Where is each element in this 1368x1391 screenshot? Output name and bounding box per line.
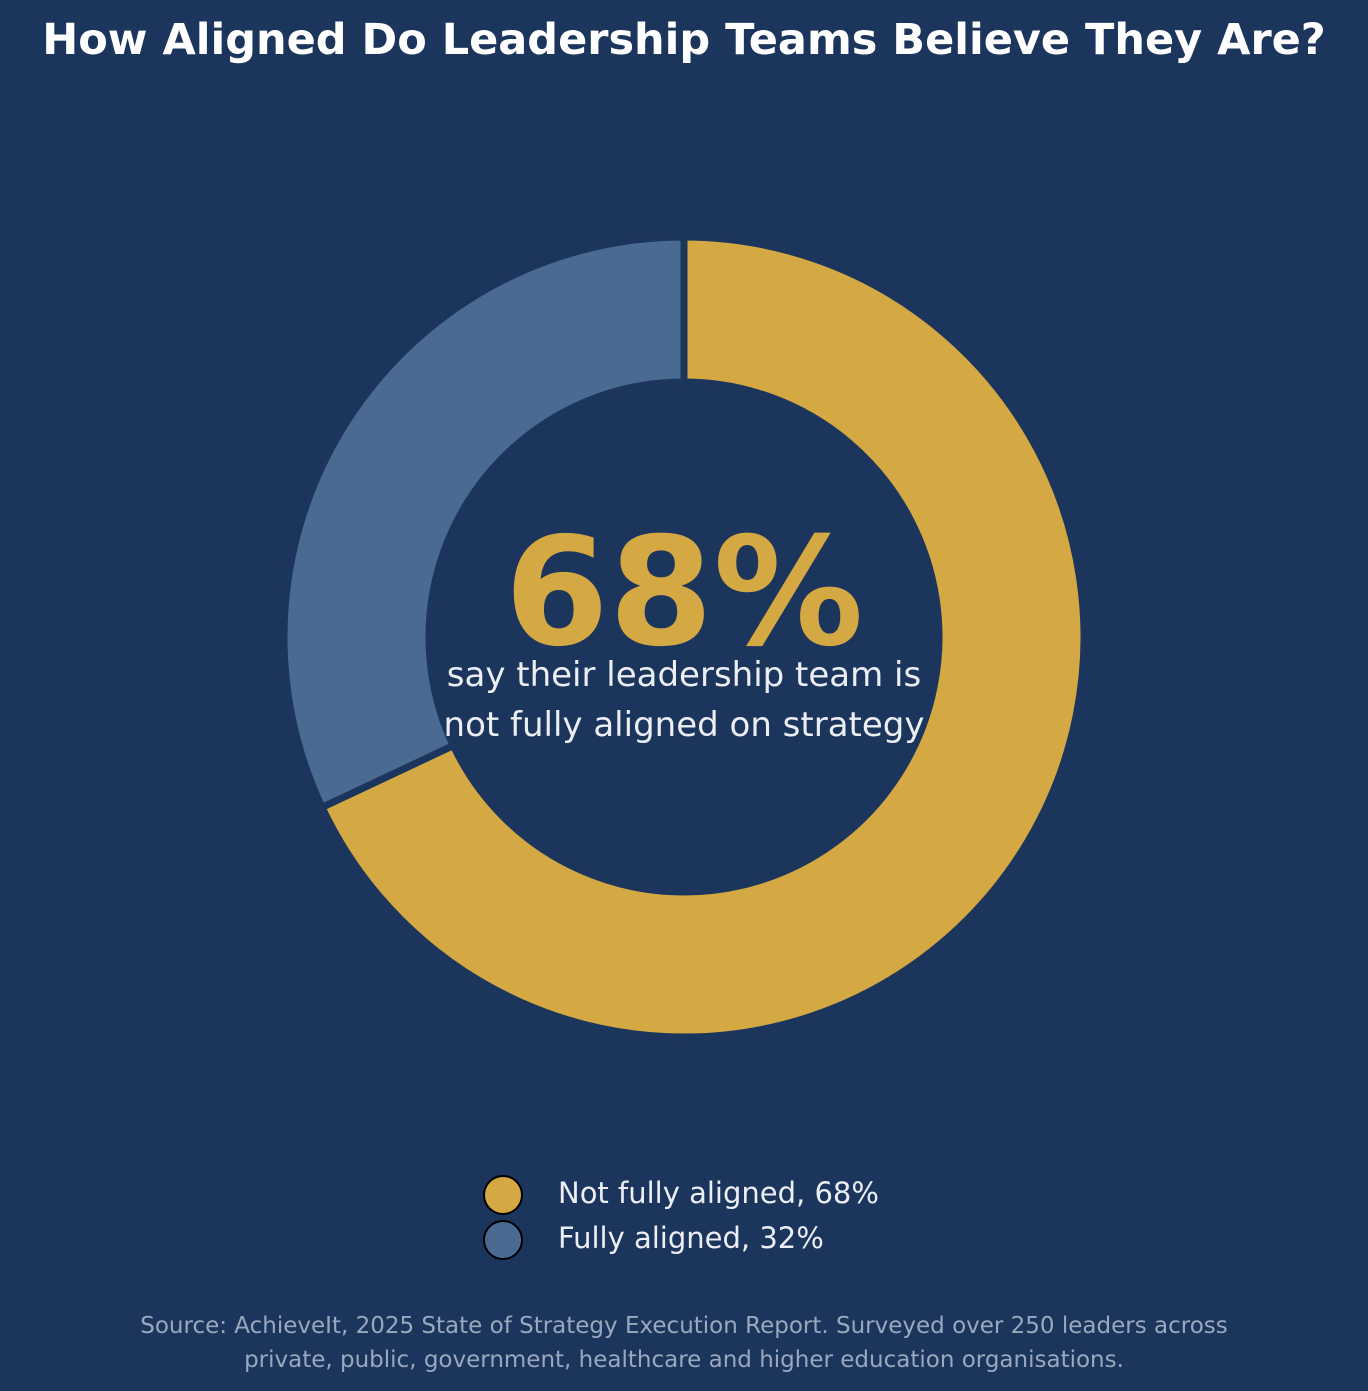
legend-swatch [483,1175,523,1215]
legend-label: Not fully aligned, 68% [558,1176,879,1210]
source-note: Source: AchieveIt, 2025 State of Strateg… [0,1309,1368,1377]
center-caption-line-2: not fully aligned on strategy [443,705,925,745]
legend-label: Fully aligned, 32% [558,1221,824,1255]
chart-title: How Aligned Do Leadership Teams Believe … [42,15,1326,65]
legend-swatch [483,1220,523,1260]
source-line-1: Source: AchieveIt, 2025 State of Strateg… [140,1313,1228,1339]
center-value: 68% [504,506,864,680]
donut-slice-fully-aligned [280,233,688,812]
center-caption-line-1: say their leadership team is [446,655,922,695]
donut-slice-not-fully-aligned [317,233,1088,1041]
source-line-2: private, public, government, healthcare … [244,1347,1124,1373]
